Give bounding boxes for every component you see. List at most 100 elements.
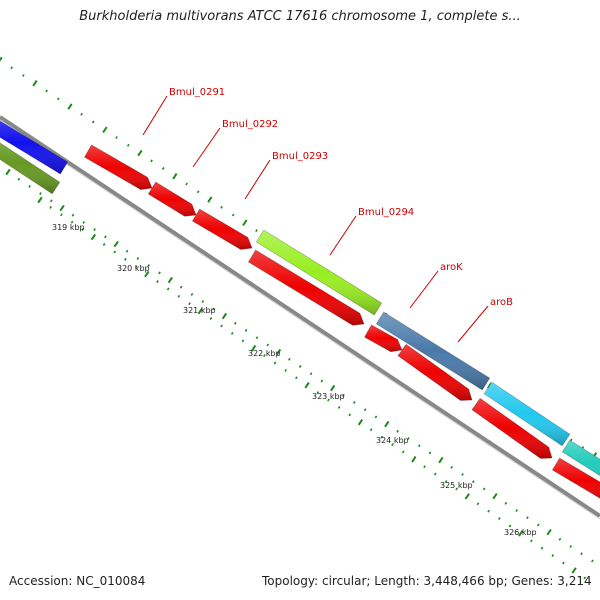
- tick-mark: [113, 240, 119, 248]
- tick-mark: [242, 219, 248, 227]
- label-leaders: [142, 95, 489, 343]
- tick-mark: [60, 213, 63, 217]
- gene-label-arob[interactable]: aroB: [490, 297, 513, 308]
- backbone-highlight: [0, 119, 600, 520]
- tick-mark: [309, 372, 313, 376]
- tick-mark: [591, 559, 594, 563]
- tick-mark: [562, 561, 565, 565]
- tick-mark: [134, 265, 138, 269]
- tick-mark: [22, 74, 25, 77]
- gene-label-arok[interactable]: aroK: [440, 262, 463, 273]
- gene-arrow-bmul-0291-shading: [84, 144, 152, 190]
- tick-mark: [67, 103, 73, 110]
- tick-mark: [363, 408, 367, 412]
- tick-mark: [104, 235, 107, 239]
- kbp-label-319: 319 kbp: [52, 223, 85, 232]
- gene-label-bmul-0292[interactable]: Bmul_0292: [222, 119, 278, 130]
- tick-mark: [115, 136, 118, 139]
- tick-mark: [49, 199, 53, 203]
- tick-mark: [407, 437, 410, 440]
- tick-mark: [90, 233, 97, 241]
- tick-mark: [438, 456, 444, 464]
- tick-mark: [492, 492, 498, 500]
- tick-mark: [374, 415, 378, 419]
- kbp-label-321: 321 kbp: [183, 306, 216, 315]
- tick-mark: [172, 173, 178, 180]
- tick-mark: [266, 343, 270, 347]
- tick-mark: [508, 524, 512, 528]
- tick-mark: [137, 149, 143, 157]
- tick-mark: [472, 480, 475, 484]
- tick-mark: [384, 420, 390, 428]
- tick-mark: [39, 192, 42, 196]
- kbp-label-322: 322 kbp: [248, 349, 281, 358]
- gene-arrow-arok-shading: [376, 312, 490, 390]
- tick-mark: [37, 196, 43, 204]
- tick-mark: [0, 56, 3, 62]
- kbp-label-326: 326 kbp: [504, 528, 537, 537]
- tick-mark: [295, 376, 298, 380]
- tick-mark: [150, 159, 153, 163]
- tick-mark: [444, 480, 448, 483]
- tick-mark: [80, 112, 83, 116]
- tick-mark: [337, 406, 341, 409]
- kbp-label-325: 325 kbp: [440, 481, 473, 490]
- tick-mark: [423, 465, 426, 469]
- gene-label-bmul-0293[interactable]: Bmul_0293: [272, 151, 328, 162]
- gene-arrow-olive-shading: [0, 142, 60, 194]
- tick-mark: [540, 546, 544, 550]
- tick-mark: [433, 472, 437, 476]
- tick-mark: [70, 220, 74, 224]
- gene-arrow-bmul-0293-shading: [192, 209, 252, 250]
- tick-mark: [220, 205, 223, 209]
- tick-mark: [17, 177, 21, 181]
- tick-mark: [136, 256, 140, 260]
- tick-mark: [526, 516, 529, 520]
- tick-mark: [231, 213, 235, 217]
- tick-mark: [32, 80, 38, 87]
- tick-mark: [102, 126, 108, 133]
- tick-mark: [59, 204, 65, 212]
- tick-mark: [486, 382, 493, 389]
- tick-mark: [158, 271, 161, 275]
- tick-mark: [233, 321, 237, 325]
- tick-mark: [583, 576, 587, 580]
- tick-mark: [396, 429, 399, 433]
- gene-arrow-red-4-shading: [552, 458, 600, 499]
- tick-mark: [498, 517, 501, 521]
- tick-mark: [126, 143, 130, 147]
- tick-mark: [197, 307, 203, 315]
- tick-mark: [81, 228, 85, 232]
- kbp-label-324: 324 kbp: [376, 436, 409, 445]
- tick-mark: [251, 344, 257, 352]
- tick-mark: [5, 168, 11, 176]
- gene-label-bmul-0291[interactable]: Bmul_0291: [169, 87, 225, 98]
- tick-mark: [380, 435, 384, 439]
- tick-mark: [147, 264, 151, 268]
- tick-mark: [201, 300, 205, 304]
- tick-mark: [428, 451, 432, 455]
- tick-mark: [177, 294, 181, 298]
- tick-mark: [464, 493, 470, 500]
- tick-mark: [207, 196, 213, 203]
- tick-mark: [348, 413, 352, 417]
- gene-arrow-red-2-shading: [364, 324, 402, 352]
- tick-mark: [166, 287, 170, 291]
- tick-mark: [255, 336, 259, 340]
- tick-mark: [82, 220, 86, 224]
- tick-mark: [411, 456, 417, 463]
- tick-mark: [71, 213, 75, 217]
- tick-mark: [212, 307, 215, 311]
- tick-mark: [569, 438, 573, 442]
- tick-mark: [91, 120, 95, 124]
- tick-mark: [551, 554, 555, 558]
- tick-mark: [124, 257, 127, 261]
- tick-mark: [56, 97, 60, 101]
- tick-mark: [156, 280, 159, 283]
- gene-arrow-red-3-shading: [471, 398, 552, 459]
- tick-mark: [196, 190, 200, 194]
- tick-mark: [144, 270, 150, 278]
- gene-label-bmul-0294[interactable]: Bmul_0294: [358, 207, 414, 218]
- tick-mark: [220, 324, 223, 328]
